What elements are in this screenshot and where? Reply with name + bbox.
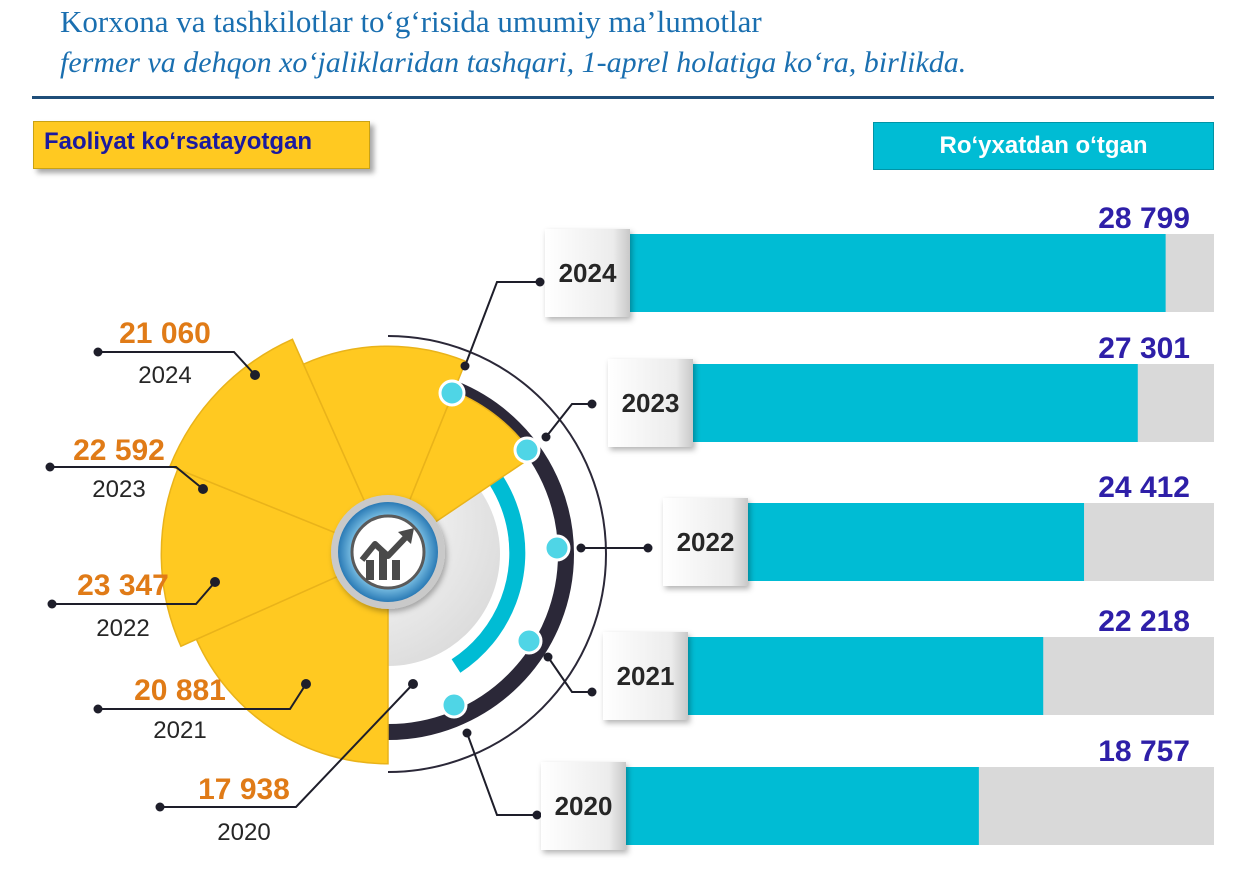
leader-dot — [301, 679, 311, 689]
leader-dot — [587, 687, 597, 697]
leader-dot — [93, 347, 103, 357]
pie-slice-2022 — [169, 338, 390, 556]
leader-line-left-2020 — [160, 683, 414, 808]
ring-node — [440, 691, 468, 719]
header-divider — [32, 96, 1214, 99]
registered-year-2022: 2022 — [677, 527, 735, 557]
registered-legend-label: Ro‘yxatdan o‘tgan — [873, 122, 1214, 170]
center-badge — [331, 495, 445, 609]
bar-2020 — [626, 767, 979, 845]
leader-dot — [587, 399, 597, 409]
leader-dot — [541, 432, 551, 442]
leader-line-left-2021 — [98, 683, 307, 710]
leader-line-left-2022 — [52, 581, 216, 605]
registered-value-2023: 27 301 — [1098, 332, 1190, 365]
ring-node — [515, 627, 543, 655]
leader-dot — [543, 652, 553, 662]
growth-chart-icon — [359, 528, 414, 580]
ring-node — [513, 436, 541, 464]
outer-thin-ring — [387, 335, 607, 773]
leader-dot — [643, 543, 653, 553]
active-year-2021: 2021 — [153, 717, 206, 744]
year-box-2021 — [603, 632, 688, 720]
registered-value-2021: 22 218 — [1098, 605, 1190, 638]
leader-dot — [532, 810, 542, 820]
leader-dot — [155, 802, 165, 812]
leader-dot — [45, 462, 55, 472]
leader-dot — [576, 543, 586, 553]
leader-dot — [210, 577, 220, 587]
registered-value-2024: 28 799 — [1098, 202, 1190, 235]
bar-2022 — [748, 503, 1085, 581]
active-value-2021: 20 881 — [134, 674, 226, 707]
active-value-2023: 22 592 — [73, 434, 165, 467]
bar-2023 — [693, 364, 1138, 442]
year-box-2022 — [663, 498, 748, 586]
leader-dot — [408, 679, 418, 689]
page-title: Korxona va tashkilotlar to‘g‘risida umum… — [60, 4, 762, 39]
active-legend-label: Faoliyat ko‘rsatayotgan — [33, 121, 370, 169]
pie-slice-2023 — [160, 468, 390, 648]
leader-dot — [462, 728, 472, 738]
registered-year-2020: 2020 — [555, 791, 613, 821]
leader-dot — [460, 361, 470, 371]
active-pie — [160, 338, 535, 765]
active-year-2023: 2023 — [92, 476, 145, 503]
leader-dot — [93, 704, 103, 714]
registered-year-2023: 2023 — [622, 388, 680, 418]
active-year-2022: 2022 — [96, 615, 149, 642]
registered-year-2021: 2021 — [617, 661, 675, 691]
bar-2024 — [630, 234, 1166, 312]
registered-year-2024: 2024 — [559, 258, 617, 288]
leader-line-right-2020 — [466, 732, 537, 816]
registered-value-2022: 24 412 — [1098, 471, 1190, 504]
connector-lines — [438, 277, 653, 820]
active-value-2022: 23 347 — [77, 569, 169, 602]
year-box-2024 — [545, 229, 630, 317]
leader-line-right-2024 — [464, 281, 540, 367]
leader-dot — [250, 370, 260, 380]
active-value-2020: 17 938 — [198, 773, 290, 806]
active-year-2020: 2020 — [217, 819, 270, 846]
active-labels: 21 060 2024 22 592 2023 23 347 2022 20 881 2021… — [45, 317, 418, 846]
bar-2021 — [688, 637, 1044, 715]
leader-line-left-2023 — [50, 466, 204, 490]
leader-dot — [47, 599, 57, 609]
leader-dot — [198, 484, 208, 494]
ring-node — [543, 534, 571, 562]
leader-line-right-2023 — [545, 403, 592, 438]
active-year-2024: 2024 — [138, 362, 191, 389]
registered-bars: 2024 28 799 2023 27 301 2022 24 412 2021 22 218… — [541, 202, 1214, 850]
registered-value-2020: 18 757 — [1098, 735, 1190, 768]
leader-line-left-2024 — [98, 351, 256, 376]
pie-slice-2021 — [302, 345, 467, 556]
pie-slice-2024 — [195, 552, 389, 765]
ring-node — [438, 379, 466, 407]
leader-dot — [535, 277, 545, 287]
page-subtitle: fermer va dehqon xo‘jaliklaridan tashqar… — [60, 46, 967, 79]
leader-line-right-2021 — [547, 656, 592, 693]
year-box-2020 — [541, 762, 626, 850]
active-value-2024: 21 060 — [119, 317, 211, 350]
year-box-2023 — [608, 359, 693, 447]
